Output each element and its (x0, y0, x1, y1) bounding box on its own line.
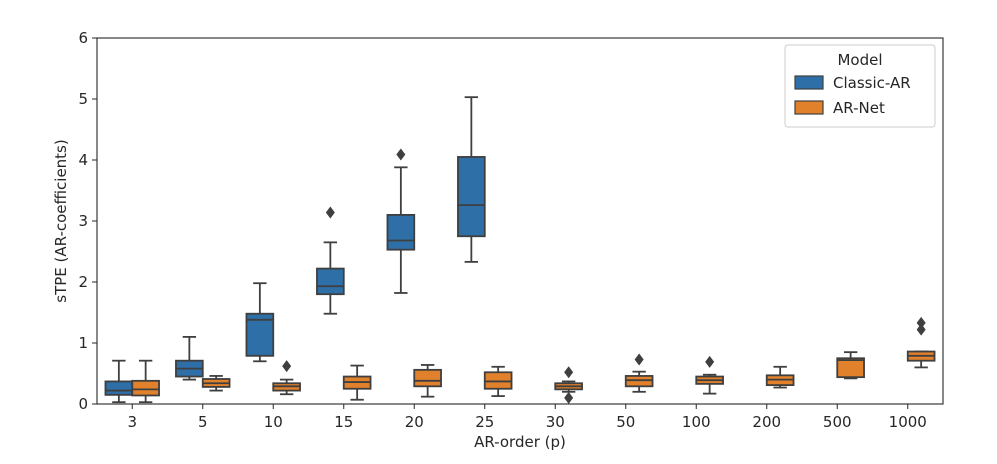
box-ar-net-10 (272, 360, 301, 396)
box-classic-ar-25 (457, 96, 486, 263)
box-classic-ar-20 (386, 148, 416, 294)
box-iqr (131, 379, 160, 397)
box-ar-net-30 (554, 366, 583, 404)
box-ar-net-20 (413, 364, 442, 398)
x-tick-label: 1000 (889, 413, 927, 431)
axes: AR-order (p) sTPE (AR-coefficients) 0 1 2 3… (52, 29, 944, 451)
y-tick-label: 2 (78, 273, 88, 291)
y-tick-label: 6 (78, 29, 88, 47)
legend-swatch (794, 75, 824, 90)
box-iqr (457, 156, 486, 238)
x-tick-label: 50 (616, 413, 635, 431)
box-ar-net-25 (483, 365, 513, 397)
box-iqr (386, 213, 416, 251)
box-ar-net-500 (836, 351, 865, 380)
box-classic-ar-5 (175, 335, 204, 381)
legend-entry-label: AR-Net (833, 99, 885, 117)
x-tick-label: 3 (127, 413, 137, 431)
x-tick-label: 5 (198, 413, 208, 431)
legend-entry-label: Classic-AR (833, 74, 911, 92)
outlier-point (916, 323, 926, 336)
legend-title: Model (837, 51, 882, 69)
y-tick-label: 0 (78, 395, 88, 413)
plot-area (104, 96, 936, 404)
y-tick-label: 3 (78, 212, 88, 230)
outlier-point (396, 148, 406, 161)
box-ar-net-5 (201, 375, 231, 392)
x-tick-label: 200 (752, 413, 781, 431)
x-axis-label: AR-order (p) (474, 433, 566, 451)
x-tick-label: 15 (334, 413, 353, 431)
outlier-point (564, 366, 574, 379)
box-ar-net-1000 (906, 316, 936, 369)
x-tick-label: 500 (823, 413, 852, 431)
legend: Model Classic-AR AR-Net (784, 44, 936, 128)
outlier-point (705, 355, 715, 368)
outlier-point (564, 391, 574, 404)
y-axis-label: sTPE (AR-coefficients) (52, 139, 70, 302)
box-classic-ar-3 (104, 359, 134, 404)
box-ar-net-50 (624, 353, 654, 393)
legend-swatch (794, 100, 824, 115)
x-tick-label: 20 (405, 413, 424, 431)
x-tick-label: 25 (475, 413, 494, 431)
box-iqr (104, 380, 134, 396)
box-iqr (245, 312, 275, 357)
x-tick-label: 100 (682, 413, 711, 431)
outlier-point (634, 353, 644, 366)
outlier-point (916, 316, 926, 329)
box-ar-net-100 (695, 355, 724, 395)
outlier-point (325, 206, 335, 219)
outlier-point (282, 360, 292, 373)
x-tick-label: 10 (264, 413, 283, 431)
y-tick-label: 1 (78, 334, 88, 352)
box-iqr (316, 267, 345, 296)
box-ar-net-3 (131, 359, 160, 404)
box-iqr (413, 368, 442, 388)
box-iqr (483, 371, 513, 390)
box-iqr (624, 375, 654, 388)
y-tick-label: 4 (78, 151, 88, 169)
x-tick-label: 30 (546, 413, 565, 431)
box-classic-ar-10 (245, 282, 275, 363)
box-iqr (836, 357, 865, 379)
box-ar-net-15 (342, 364, 372, 401)
y-tick-label: 5 (78, 90, 88, 108)
box-classic-ar-15 (316, 206, 345, 315)
box-ar-net-200 (765, 365, 795, 389)
